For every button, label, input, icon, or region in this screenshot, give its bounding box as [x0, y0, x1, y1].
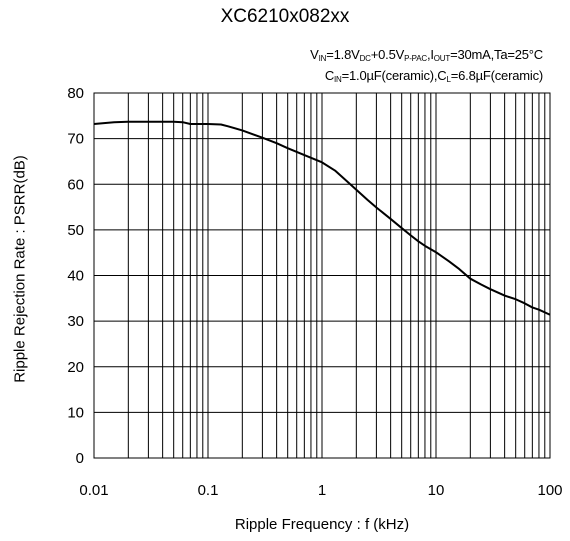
x-tick-label: 1: [318, 482, 326, 499]
psrr-series-line: [93, 120, 551, 316]
y-tick-label: 20: [67, 359, 84, 376]
y-tick-label: 70: [67, 131, 84, 148]
series-group: [93, 120, 551, 316]
y-tick-label: 0: [76, 450, 84, 467]
test-conditions-line-2: CIN=1.0µF(ceramic),CL=6.8µF(ceramic): [324, 68, 543, 84]
y-tick-label: 10: [67, 404, 84, 421]
x-tick-label: 0.01: [79, 482, 108, 499]
y-tick-label: 30: [67, 313, 84, 330]
y-tick-label: 60: [67, 176, 84, 193]
x-tick-label: 0.1: [198, 482, 219, 499]
y-tick-label: 50: [67, 222, 84, 239]
x-tick-label: 100: [537, 482, 562, 499]
plot-frame: [93, 92, 551, 459]
test-conditions-line-1: VIN=1.8VDC+0.5VP-PAC,IOUT=30mA,Ta=25°C: [310, 47, 543, 63]
x-axis-ticks: 0.01 0.1 1 10 100: [79, 482, 562, 499]
grid: [93, 92, 550, 459]
x-tick-label: 10: [428, 482, 445, 499]
chart-title: XC6210x082xx: [220, 6, 350, 27]
y-axis-ticks: 0 10 20 30 40 50 60 70 80: [67, 85, 84, 467]
y-tick-label: 80: [67, 85, 84, 102]
y-tick-label: 40: [67, 268, 84, 285]
x-axis-label: Ripple Frequency : f (kHz): [234, 516, 410, 533]
